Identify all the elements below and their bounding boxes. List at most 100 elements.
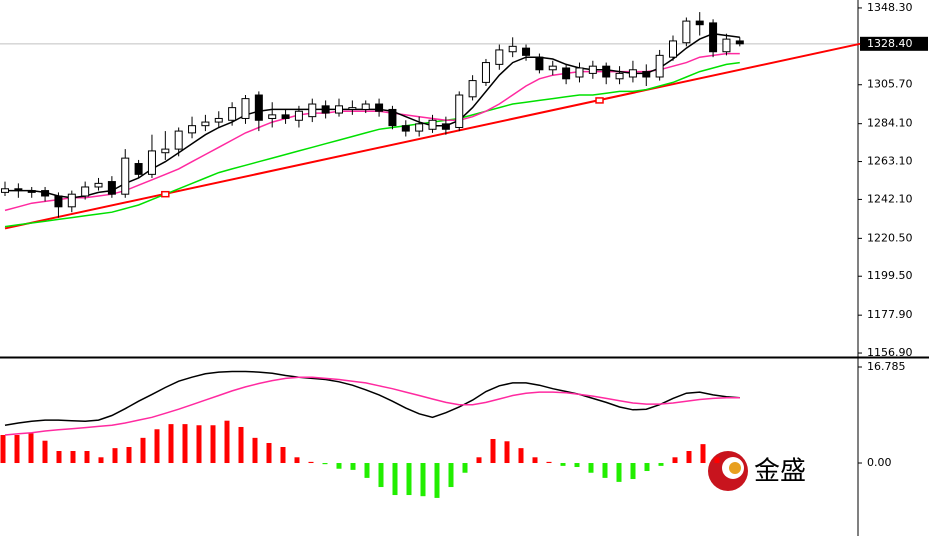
histogram-bar: [294, 457, 300, 464]
histogram-bar: [434, 463, 440, 498]
histogram-bar: [364, 463, 370, 478]
histogram-bar: [56, 451, 62, 464]
histogram-bar: [448, 463, 454, 488]
candle-body: [575, 67, 584, 78]
candle-body: [335, 105, 343, 114]
histogram-bar: [0, 434, 6, 464]
candle-body: [27, 190, 36, 193]
logo: 金盛: [708, 451, 806, 491]
trend-marker: [595, 97, 604, 104]
candle-body: [174, 130, 183, 150]
histogram-bar: [280, 446, 286, 464]
candle-body: [709, 22, 718, 53]
candle-body: [81, 186, 90, 197]
candle-body: [628, 69, 637, 78]
histogram-bar: [350, 463, 356, 470]
candle-body: [294, 110, 303, 121]
candle-body: [161, 148, 170, 154]
candle-body: [41, 190, 50, 197]
y-tick-label: 1305.70: [867, 78, 913, 91]
candle-body: [107, 181, 116, 195]
candle-body: [468, 80, 477, 98]
histogram-bar: [546, 461, 552, 464]
candle-body: [455, 94, 464, 128]
histogram-bar: [392, 463, 398, 496]
y-tick-label: 1177.90: [867, 308, 913, 321]
candle-body: [67, 193, 76, 208]
candle-body: [615, 72, 624, 80]
candle-body: [401, 125, 410, 132]
histogram-bar: [42, 440, 48, 464]
histogram-bar: [266, 442, 272, 464]
histogram-bar: [168, 424, 174, 464]
candle-body: [321, 105, 330, 114]
y-tick-label: 0.00: [867, 456, 892, 469]
candle-body: [54, 195, 63, 208]
histogram-bar: [182, 424, 188, 464]
candle-body: [241, 98, 250, 119]
candle-body: [481, 62, 490, 83]
y-tick-label: 1284.10: [867, 117, 913, 130]
histogram-bar: [70, 451, 76, 464]
y-tick-label: 16.785: [867, 360, 906, 373]
histogram-bar: [336, 463, 342, 469]
histogram-bar: [322, 463, 328, 465]
histogram-bar: [140, 437, 146, 464]
histogram-bar: [210, 425, 216, 464]
candle-body: [655, 54, 664, 78]
candle-body: [735, 40, 744, 45]
y-tick-label: 1220.50: [867, 231, 913, 244]
candle-body: [522, 47, 531, 56]
logo-text: 金盛: [754, 457, 806, 487]
moving-average: [5, 32, 740, 199]
histogram-bar: [238, 426, 244, 464]
candle-body: [682, 20, 691, 44]
candle-body: [428, 119, 437, 130]
histogram-bar: [616, 463, 622, 482]
histogram-bar: [714, 457, 720, 464]
histogram-bar: [588, 463, 594, 473]
candle-body: [588, 65, 597, 74]
candle-body: [375, 103, 384, 112]
candle-body: [14, 188, 23, 192]
candle-body: [268, 114, 277, 119]
candle-body: [508, 45, 517, 53]
candle-body: [602, 65, 611, 78]
histogram-bar: [490, 438, 496, 464]
candle-body: [134, 163, 143, 175]
candle-body: [495, 49, 504, 65]
histogram-bar: [252, 437, 258, 464]
histogram-bar: [28, 433, 34, 464]
histogram-bar: [196, 425, 202, 464]
candle-body: [388, 108, 397, 127]
candle-body: [228, 107, 237, 121]
histogram-bar: [686, 451, 692, 464]
histogram-bar: [644, 463, 650, 472]
moving-average: [4, 61, 740, 228]
histogram-bar: [462, 463, 468, 473]
macd-line: [4, 376, 740, 436]
histogram-bar: [504, 441, 510, 464]
y-tick-label: 1263.10: [867, 155, 913, 168]
y-tick-label: 1199.50: [867, 269, 913, 282]
histogram-bar: [532, 457, 538, 464]
histogram-bar: [658, 463, 664, 466]
histogram-bar: [700, 444, 706, 464]
histogram-bar: [84, 451, 90, 464]
last-price-label: 1328.40: [867, 37, 913, 50]
histogram-bar: [224, 420, 230, 464]
candle-body: [94, 182, 103, 188]
y-tick-label: 1242.10: [867, 192, 913, 205]
candle-body: [695, 20, 704, 26]
histogram-bar: [630, 463, 636, 480]
candle-body: [121, 157, 130, 195]
candle-body: [1, 188, 9, 193]
histogram-bar: [98, 457, 104, 464]
histogram-bar: [560, 463, 566, 466]
trend-line: [4, 42, 861, 230]
candle-body: [415, 123, 424, 132]
trend-marker: [161, 190, 170, 198]
candle-body: [562, 67, 571, 80]
histogram-bar: [308, 461, 314, 464]
